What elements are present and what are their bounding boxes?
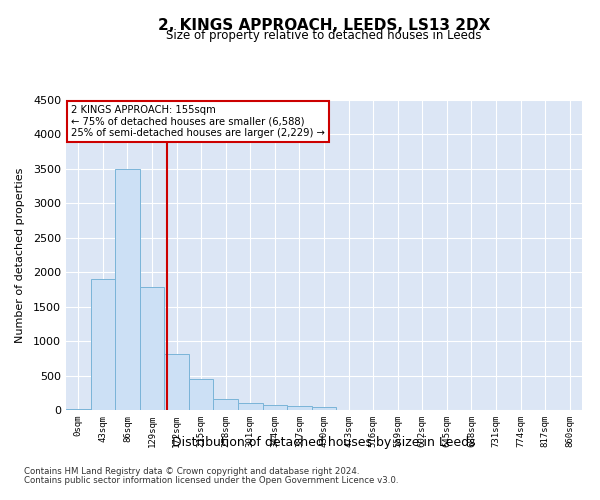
Bar — [238, 403, 263, 410]
Text: Distribution of detached houses by size in Leeds: Distribution of detached houses by size … — [172, 436, 476, 449]
Text: Size of property relative to detached houses in Leeds: Size of property relative to detached ho… — [166, 29, 482, 42]
Bar — [115, 169, 140, 410]
Text: Contains HM Land Registry data © Crown copyright and database right 2024.: Contains HM Land Registry data © Crown c… — [24, 467, 359, 476]
Bar — [214, 399, 238, 410]
Bar — [263, 405, 287, 410]
Bar — [66, 408, 91, 410]
Bar — [189, 379, 214, 410]
Text: 2 KINGS APPROACH: 155sqm
← 75% of detached houses are smaller (6,588)
25% of sem: 2 KINGS APPROACH: 155sqm ← 75% of detach… — [71, 104, 325, 138]
Bar — [91, 279, 115, 410]
Text: 2, KINGS APPROACH, LEEDS, LS13 2DX: 2, KINGS APPROACH, LEEDS, LS13 2DX — [158, 18, 490, 32]
Bar — [140, 288, 164, 410]
Bar — [287, 406, 312, 410]
Text: Contains public sector information licensed under the Open Government Licence v3: Contains public sector information licen… — [24, 476, 398, 485]
Bar — [312, 406, 336, 410]
Bar — [164, 354, 189, 410]
Y-axis label: Number of detached properties: Number of detached properties — [14, 168, 25, 342]
